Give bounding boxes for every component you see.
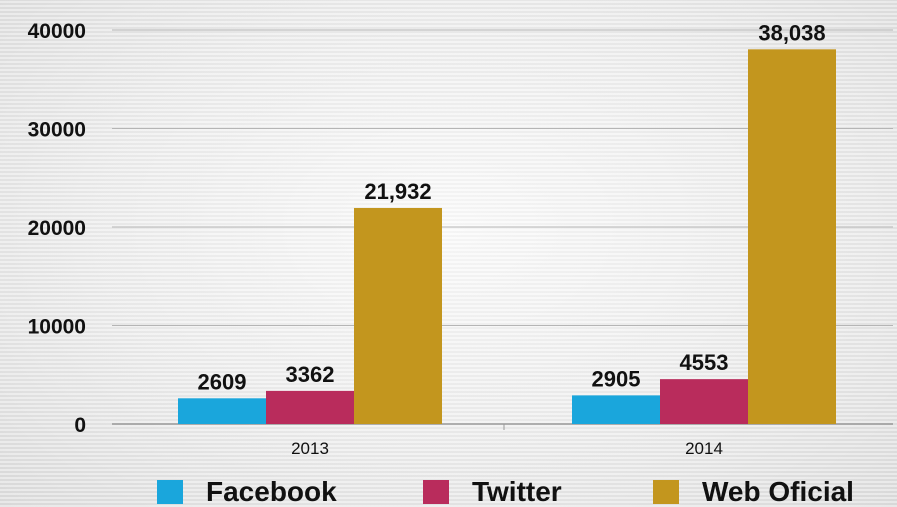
y-tick-label: 10000: [28, 316, 86, 339]
bar: [178, 398, 266, 424]
y-tick-label: 20000: [28, 217, 86, 240]
bar: [266, 390, 354, 424]
legend: Facebook Twitter Web Oficial: [157, 476, 854, 507]
y-tick-label: 40000: [28, 20, 86, 43]
legend-label: Web Oficial: [702, 476, 854, 507]
data-label: 21,932: [364, 179, 431, 204]
x-tick-label: 2013: [291, 439, 329, 458]
data-label: 3362: [286, 362, 335, 387]
y-axis-ticks: 0 10000 20000 30000 40000: [28, 20, 86, 437]
data-label: 2905: [592, 366, 641, 391]
legend-swatch: [423, 480, 449, 504]
data-label: 2609: [198, 369, 247, 394]
legend-label: Facebook: [206, 476, 337, 507]
x-tick-label: 2014: [685, 439, 723, 458]
bar: [660, 379, 748, 424]
data-label: 4553: [680, 350, 729, 375]
y-tick-label: 30000: [28, 119, 86, 142]
bar: [572, 395, 660, 424]
legend-swatch: [157, 480, 183, 504]
bar: [748, 49, 836, 425]
y-tick-label: 0: [74, 414, 86, 437]
data-label: 38,038: [758, 20, 825, 45]
legend-swatch: [653, 480, 679, 504]
x-axis-labels: 2013 2014: [291, 439, 723, 458]
legend-label: Twitter: [472, 476, 562, 507]
bars: 2609 3362 21,932 2905 4553 38,038: [178, 20, 836, 425]
bar: [354, 207, 442, 424]
